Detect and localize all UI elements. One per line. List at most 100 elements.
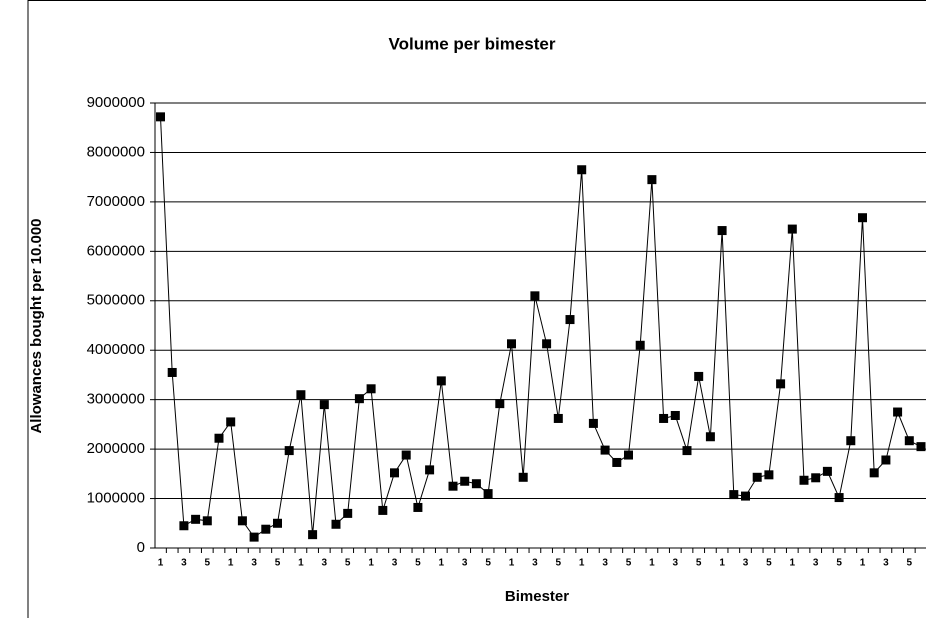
- marker: [635, 340, 645, 350]
- x-tick-label: 1: [860, 558, 866, 569]
- marker: [507, 339, 516, 349]
- marker: [799, 475, 809, 485]
- marker: [600, 445, 610, 455]
- x-tick-label: 5: [415, 558, 421, 569]
- marker: [764, 470, 774, 480]
- marker: [401, 450, 411, 460]
- marker: [378, 505, 388, 515]
- marker: [343, 508, 353, 518]
- marker: [553, 413, 563, 423]
- x-tick-label: 5: [485, 558, 491, 569]
- x-tick-label: 5: [696, 558, 702, 569]
- x-tick-label: 1: [719, 558, 725, 569]
- y-tick-label: 1000000: [87, 490, 145, 507]
- marker: [413, 502, 423, 512]
- marker: [296, 390, 306, 400]
- x-tick-label: 1: [649, 558, 655, 569]
- marker: [682, 446, 692, 456]
- x-tick-label: 1: [158, 558, 164, 569]
- y-tick-label: 6000000: [87, 242, 145, 259]
- marker: [776, 379, 786, 389]
- x-tick-label: 3: [181, 558, 187, 569]
- x-tick-label: 3: [743, 558, 749, 569]
- marker: [588, 418, 598, 428]
- x-tick-label: 1: [579, 558, 585, 569]
- marker: [893, 407, 903, 417]
- marker: [191, 514, 201, 524]
- x-tick-label: 5: [907, 558, 913, 569]
- y-tick-label: 2000000: [87, 440, 145, 457]
- y-tick-label: 0: [137, 539, 145, 556]
- marker: [787, 224, 797, 234]
- x-tick-label: 5: [836, 558, 842, 569]
- x-tick-label: 5: [205, 558, 211, 569]
- x-tick-label: 1: [368, 558, 374, 569]
- y-tick-label: 3000000: [87, 391, 145, 408]
- marker: [483, 489, 493, 499]
- marker: [390, 468, 399, 478]
- x-tick-label: 5: [275, 558, 281, 569]
- chart-frame: [27, 0, 926, 618]
- x-tick-label: 1: [509, 558, 515, 569]
- marker: [214, 433, 224, 443]
- marker: [249, 532, 259, 542]
- x-tick-label: 3: [322, 558, 328, 569]
- line: [160, 116, 922, 538]
- marker: [822, 466, 832, 476]
- x-tick-label: 3: [813, 558, 819, 569]
- marker: [624, 450, 633, 460]
- x-tick-label: 5: [556, 558, 562, 569]
- marker: [869, 468, 879, 478]
- marker: [226, 417, 236, 427]
- y-tick-label: 9000000: [87, 94, 145, 111]
- marker: [319, 400, 329, 410]
- marker: [916, 442, 926, 452]
- y-tick-label: 5000000: [87, 292, 145, 309]
- x-tick-label: 5: [345, 558, 351, 569]
- x-tick-label: 3: [673, 558, 679, 569]
- y-tick-label: 7000000: [87, 193, 145, 210]
- marker: [448, 481, 458, 491]
- marker: [261, 524, 271, 534]
- x-tick-label: 3: [602, 558, 608, 569]
- x-tick-label: 1: [439, 558, 445, 569]
- marker: [308, 530, 318, 540]
- y-tick-label: 4000000: [87, 341, 145, 358]
- marker: [577, 165, 587, 175]
- marker: [729, 490, 739, 500]
- marker: [565, 315, 575, 325]
- x-tick-label: 3: [883, 558, 889, 569]
- marker: [741, 491, 750, 501]
- marker: [518, 472, 528, 482]
- marker: [659, 413, 669, 423]
- marker: [858, 213, 867, 223]
- x-tick-label: 3: [251, 558, 257, 569]
- marker: [705, 432, 715, 442]
- x-tick-label: 1: [298, 558, 304, 569]
- marker: [202, 516, 212, 526]
- marker: [366, 384, 376, 394]
- marker: [471, 479, 481, 489]
- marker: [694, 371, 704, 381]
- chart-title: Volume per bimester: [389, 34, 556, 53]
- marker: [331, 519, 341, 529]
- marker: [237, 516, 247, 526]
- marker: [530, 291, 540, 301]
- marker: [752, 472, 762, 482]
- marker: [354, 394, 364, 404]
- marker: [460, 476, 470, 486]
- marker: [425, 465, 435, 475]
- marker: [284, 446, 294, 456]
- marker: [647, 175, 657, 185]
- marker: [273, 518, 282, 528]
- x-tick-label: 3: [392, 558, 398, 569]
- x-tick-label: 5: [626, 558, 632, 569]
- marker: [717, 226, 727, 236]
- marker: [670, 410, 680, 420]
- x-axis-title: Bimester: [505, 588, 569, 605]
- marker: [495, 399, 505, 409]
- x-tick-label: 1: [228, 558, 234, 569]
- x-tick-label: 3: [462, 558, 468, 569]
- marker: [167, 367, 177, 377]
